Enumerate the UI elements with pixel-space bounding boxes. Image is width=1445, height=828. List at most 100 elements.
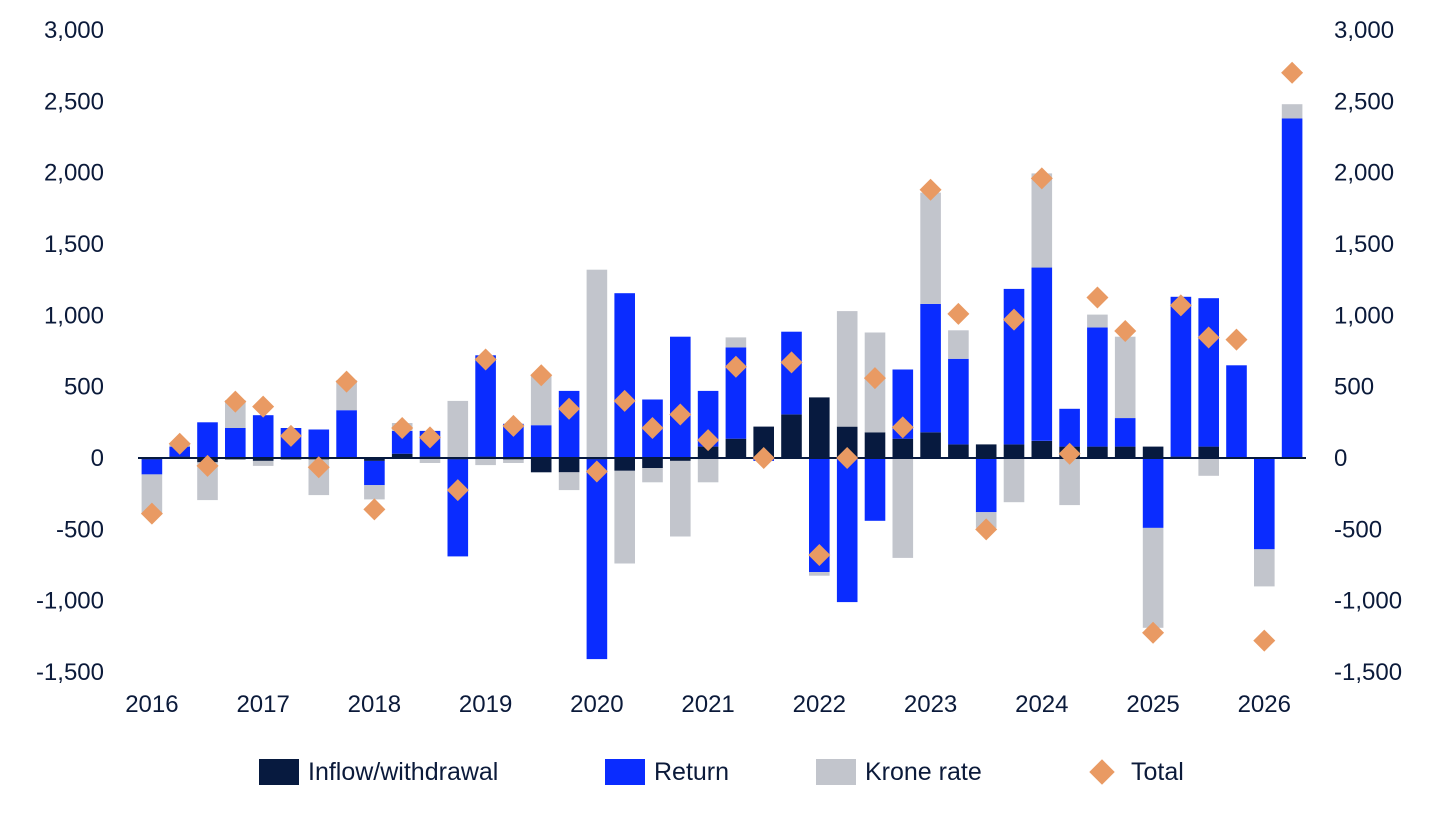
bar-inflow-18 [642, 458, 663, 468]
legend-item-return: Return [605, 752, 729, 792]
bar-return-14 [530, 425, 552, 458]
bar-return-27 [892, 369, 914, 439]
bar-return-28 [920, 303, 941, 433]
total-marker-22 [752, 447, 775, 469]
bar-krone-rate-36 [1142, 527, 1164, 628]
bar-inflow-26 [864, 432, 886, 458]
total-marker-41 [1281, 61, 1304, 84]
legend-swatch-inflow [259, 759, 299, 785]
total-marker-26 [863, 367, 886, 390]
right-y-tick-label: 500 [1334, 374, 1374, 401]
bar-krone-rate-15 [558, 472, 580, 491]
bar-return-32 [1031, 267, 1053, 441]
bar-return-35 [1114, 418, 1136, 447]
bar-return-16 [586, 459, 608, 660]
total-marker-11 [446, 479, 469, 502]
left-y-tick-label: 2,000 [44, 160, 104, 187]
bar-return-8 [364, 460, 385, 486]
x-tick-label: 2025 [1126, 691, 1179, 718]
total-markers-layer [140, 61, 1304, 652]
total-marker-3 [224, 390, 247, 413]
total-marker-1 [168, 432, 191, 455]
left-y-axis: 3,000 2,500 2,000 1,500 1,000 500 0 -500 -1,000 -… [36, 17, 104, 686]
x-tick-label: 2020 [570, 691, 623, 718]
bar-return-41 [1281, 118, 1303, 458]
bar-krone-rate-19 [670, 460, 691, 537]
bar-inflow-19 [670, 458, 691, 461]
total-marker-18 [641, 417, 664, 440]
bar-return-20 [697, 390, 719, 447]
legend-item-total: Total [1082, 752, 1184, 792]
legend-item-krone-rate: Krone rate [816, 752, 982, 792]
total-marker-36 [1142, 621, 1165, 644]
legend-item-inflow: Inflow/withdrawal [259, 752, 498, 792]
bar-krone-rate-25 [836, 311, 858, 427]
bar-krone-rate-2 [197, 462, 218, 501]
bar-inflow-21 [725, 438, 747, 458]
left-y-tick-label: 2,500 [44, 88, 104, 115]
right-y-axis: 3,000 2,500 2,000 1,500 1,000 500 0 -500 -1,000 -… [1334, 17, 1402, 686]
total-marker-17 [613, 389, 636, 412]
bar-return-26 [864, 458, 886, 521]
total-marker-2 [196, 454, 219, 477]
total-marker-15 [558, 397, 581, 420]
bar-krone-rate-31 [1003, 458, 1025, 503]
right-y-tick-label: 3,000 [1334, 17, 1394, 44]
bar-krone-rate-38 [1198, 458, 1219, 476]
bar-inflow-28 [920, 432, 941, 458]
x-tick-label: 2023 [904, 691, 957, 718]
bar-return-19 [670, 336, 691, 458]
total-marker-34 [1086, 286, 1109, 309]
bar-inflow-34 [1087, 446, 1108, 458]
bar-return-12 [475, 355, 496, 457]
right-y-tick-label: 1,500 [1334, 231, 1394, 258]
total-marker-25 [836, 447, 859, 469]
total-marker-38 [1197, 326, 1220, 349]
total-marker-23 [780, 351, 803, 374]
total-marker-27 [891, 416, 914, 439]
total-marker-39 [1225, 328, 1248, 351]
bar-return-7 [336, 410, 357, 458]
total-marker-16 [585, 460, 608, 483]
total-marker-32 [1030, 167, 1053, 190]
total-marker-5 [279, 424, 302, 447]
right-y-tick-label: -1,000 [1334, 588, 1402, 615]
bar-inflow-14 [530, 458, 552, 473]
chart-legend: Inflow/withdrawal Return Krone rate Tota… [0, 752, 1445, 792]
left-y-tick-label: 500 [64, 374, 104, 401]
left-y-tick-label: -1,000 [36, 588, 104, 615]
legend-swatch-krone-rate [816, 759, 856, 785]
quarterly-value-change-chart: 3,000 2,500 2,000 1,500 1,000 500 0 -500 -1,000 -… [36, 17, 1402, 718]
bar-return-30 [975, 458, 997, 513]
bar-krone-rate-11 [447, 400, 469, 458]
x-tick-label: 2017 [236, 691, 289, 718]
bars-layer [141, 104, 1303, 660]
total-marker-19 [669, 403, 692, 426]
right-y-tick-label: -1,500 [1334, 659, 1402, 686]
total-marker-0 [140, 502, 163, 525]
bar-return-34 [1087, 327, 1108, 447]
total-marker-31 [1003, 308, 1025, 331]
total-marker-9 [391, 417, 414, 440]
bar-krone-rate-27 [892, 458, 914, 558]
total-marker-6 [307, 456, 330, 479]
total-marker-21 [724, 355, 747, 378]
bar-inflow-23 [781, 414, 802, 458]
left-y-tick-label: -1,500 [36, 659, 104, 686]
bar-krone-rate-32 [1031, 173, 1053, 268]
bar-return-39 [1226, 365, 1247, 458]
x-tick-label: 2018 [348, 691, 401, 718]
bar-inflow-35 [1114, 446, 1136, 458]
bar-krone-rate-33 [1059, 458, 1080, 506]
legend-label-return: Return [654, 757, 730, 786]
total-marker-4 [252, 395, 275, 418]
bar-return-37 [1170, 296, 1192, 457]
total-marker-33 [1058, 442, 1081, 465]
x-tick-label: 2022 [793, 691, 846, 718]
x-tick-label: 2016 [125, 691, 178, 718]
left-y-tick-label: 3,000 [44, 17, 104, 44]
bar-krone-rate-29 [948, 330, 969, 359]
legend-swatch-return [605, 759, 645, 785]
bar-return-11 [447, 459, 469, 557]
total-marker-7 [335, 370, 358, 393]
